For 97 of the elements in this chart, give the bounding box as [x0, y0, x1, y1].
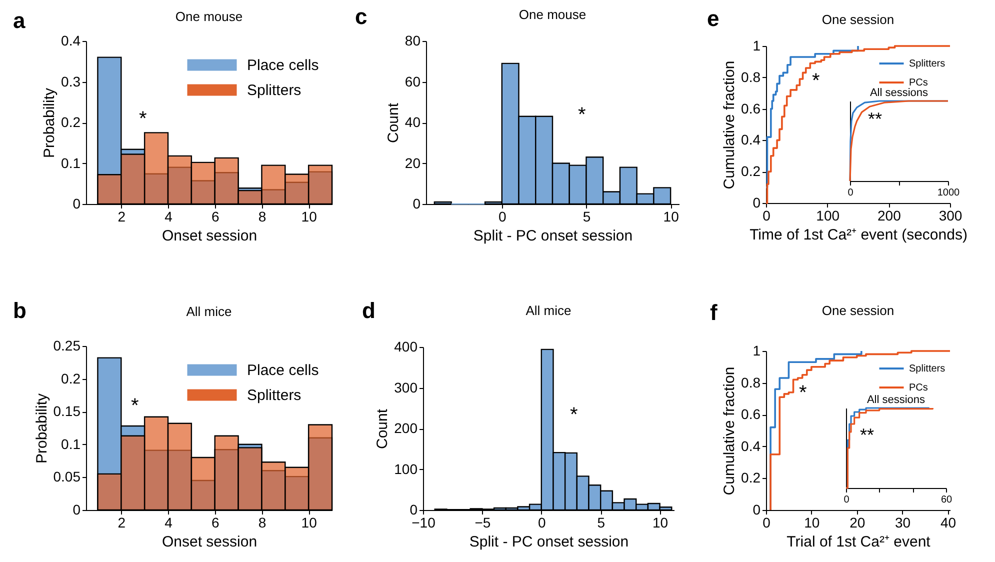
y-tick-label: 0.2	[61, 370, 81, 386]
x-tick-label: 8	[258, 208, 266, 224]
x-tick-label: 1000	[937, 188, 960, 198]
y-tick-label: 0.8	[741, 68, 761, 85]
y-tick-label: 80	[404, 32, 421, 48]
x-axis-title: Onset session	[162, 228, 258, 244]
legend-label: Splitters	[909, 364, 946, 374]
y-axis-title: Probability	[33, 392, 50, 464]
y-tick-label: 0.6	[741, 406, 761, 422]
y-tick-label: 0.2	[741, 163, 761, 180]
legend-label: PCs	[909, 382, 928, 394]
text: d	[362, 298, 376, 323]
legend-label: Splitters	[909, 58, 946, 70]
legend-label: Place cells	[247, 362, 319, 379]
y-tick-label: 0.4	[741, 132, 761, 148]
y-axis-title: Count	[384, 102, 402, 144]
x-tick-label: 0	[762, 208, 771, 224]
y-tick-label: 0.3	[61, 73, 81, 90]
y-tick-label: 60	[404, 73, 421, 90]
x-axis-title: Time of 1st Ca²⁺ event (seconds)	[750, 226, 968, 244]
x-tick-label: 200	[877, 208, 902, 224]
x-axis-title: Onset session	[162, 534, 258, 550]
x-tick-label: 100	[816, 208, 840, 224]
y-tick-label: 0.1	[61, 154, 81, 171]
annotation: *	[139, 108, 147, 130]
y-tick-label: 0.25	[53, 338, 81, 354]
text: c	[355, 4, 368, 29]
y-tick-label: 200	[394, 420, 418, 436]
annotation: *	[131, 395, 139, 417]
x-tick-label: 5	[597, 514, 606, 530]
y-tick-label: 300	[394, 379, 418, 396]
text: b	[13, 298, 26, 323]
legend-label: Splitters	[247, 82, 302, 99]
annotation: *	[812, 70, 820, 92]
text: f	[710, 300, 718, 325]
y-tick-label: 0.6	[741, 100, 761, 116]
annotation: *	[799, 382, 807, 404]
chart-title: All mice	[186, 304, 232, 319]
y-axis-title: Cumulative fraction	[721, 366, 738, 496]
y-axis-title: Count	[374, 408, 392, 450]
y-tick-label: 0.8	[741, 374, 761, 390]
y-tick-label: 0.05	[53, 468, 81, 485]
x-tick-label: 6	[211, 208, 220, 224]
x-tick-label: 0	[498, 208, 506, 224]
x-tick-label: 10	[804, 514, 820, 530]
text: e	[707, 6, 720, 31]
chart-title: One session	[822, 303, 894, 318]
chart-title: All mice	[526, 303, 572, 318]
x-axis-title: Split - PC onset session	[469, 534, 629, 550]
y-tick-label: 20	[404, 154, 421, 171]
x-tick-label: 10	[301, 208, 318, 224]
y-tick-label: 40	[404, 114, 421, 130]
y-tick-label: 0.2	[741, 470, 761, 486]
x-tick-label: 0	[538, 514, 546, 530]
legend-label: Splitters	[247, 387, 302, 404]
chart-title: One session	[822, 12, 894, 27]
x-tick-label: 5	[582, 208, 591, 224]
x-tick-label: 40	[940, 514, 956, 530]
legend-label: Place cells	[247, 57, 319, 74]
y-tick-label: 0.2	[61, 114, 81, 130]
x-tick-label: 10	[301, 514, 318, 530]
y-tick-label: 1	[752, 38, 761, 54]
text: a	[13, 8, 26, 33]
chart-title: All sessions	[870, 87, 929, 100]
x-tick-label: 2	[118, 208, 126, 224]
x-tick-label: 20	[850, 514, 866, 530]
y-tick-label: 0.15	[53, 403, 81, 420]
y-tick-label: 0.4	[741, 438, 761, 454]
x-axis-title: Trial of 1st Ca²⁺ event	[786, 534, 932, 550]
y-tick-label: 0.1	[61, 436, 81, 452]
y-tick-label: 100	[394, 460, 418, 477]
x-tick-label: −10	[412, 514, 436, 530]
x-tick-label: 8	[258, 514, 266, 530]
x-tick-label: 300	[938, 208, 962, 224]
annotation: **	[860, 424, 874, 446]
chart-title: All sessions	[866, 394, 926, 406]
chart-title: One mouse	[175, 9, 243, 24]
annotation: *	[570, 404, 578, 426]
y-axis-title: Cumulative fraction	[721, 60, 738, 190]
x-tick-label: 2	[118, 514, 126, 530]
x-axis-title: Split - PC onset session	[473, 228, 633, 244]
x-tick-label: 4	[164, 208, 173, 224]
x-tick-label: 30	[895, 514, 911, 530]
chart-title: One mouse	[518, 7, 586, 22]
x-tick-label: 10	[663, 208, 680, 224]
x-tick-label: 6	[211, 514, 220, 530]
annotation: *	[578, 104, 586, 126]
x-tick-label: −5	[474, 514, 491, 530]
x-tick-label: 0	[762, 514, 771, 530]
annotation: **	[868, 108, 882, 130]
y-axis-title: Probability	[41, 87, 58, 158]
y-tick-label: 0.4	[61, 32, 81, 48]
x-tick-label: 10	[652, 514, 668, 530]
y-tick-label: 1	[752, 342, 761, 358]
x-tick-label: 4	[164, 514, 173, 530]
y-tick-label: 400	[394, 338, 418, 354]
legend-label: PCs	[909, 78, 928, 88]
